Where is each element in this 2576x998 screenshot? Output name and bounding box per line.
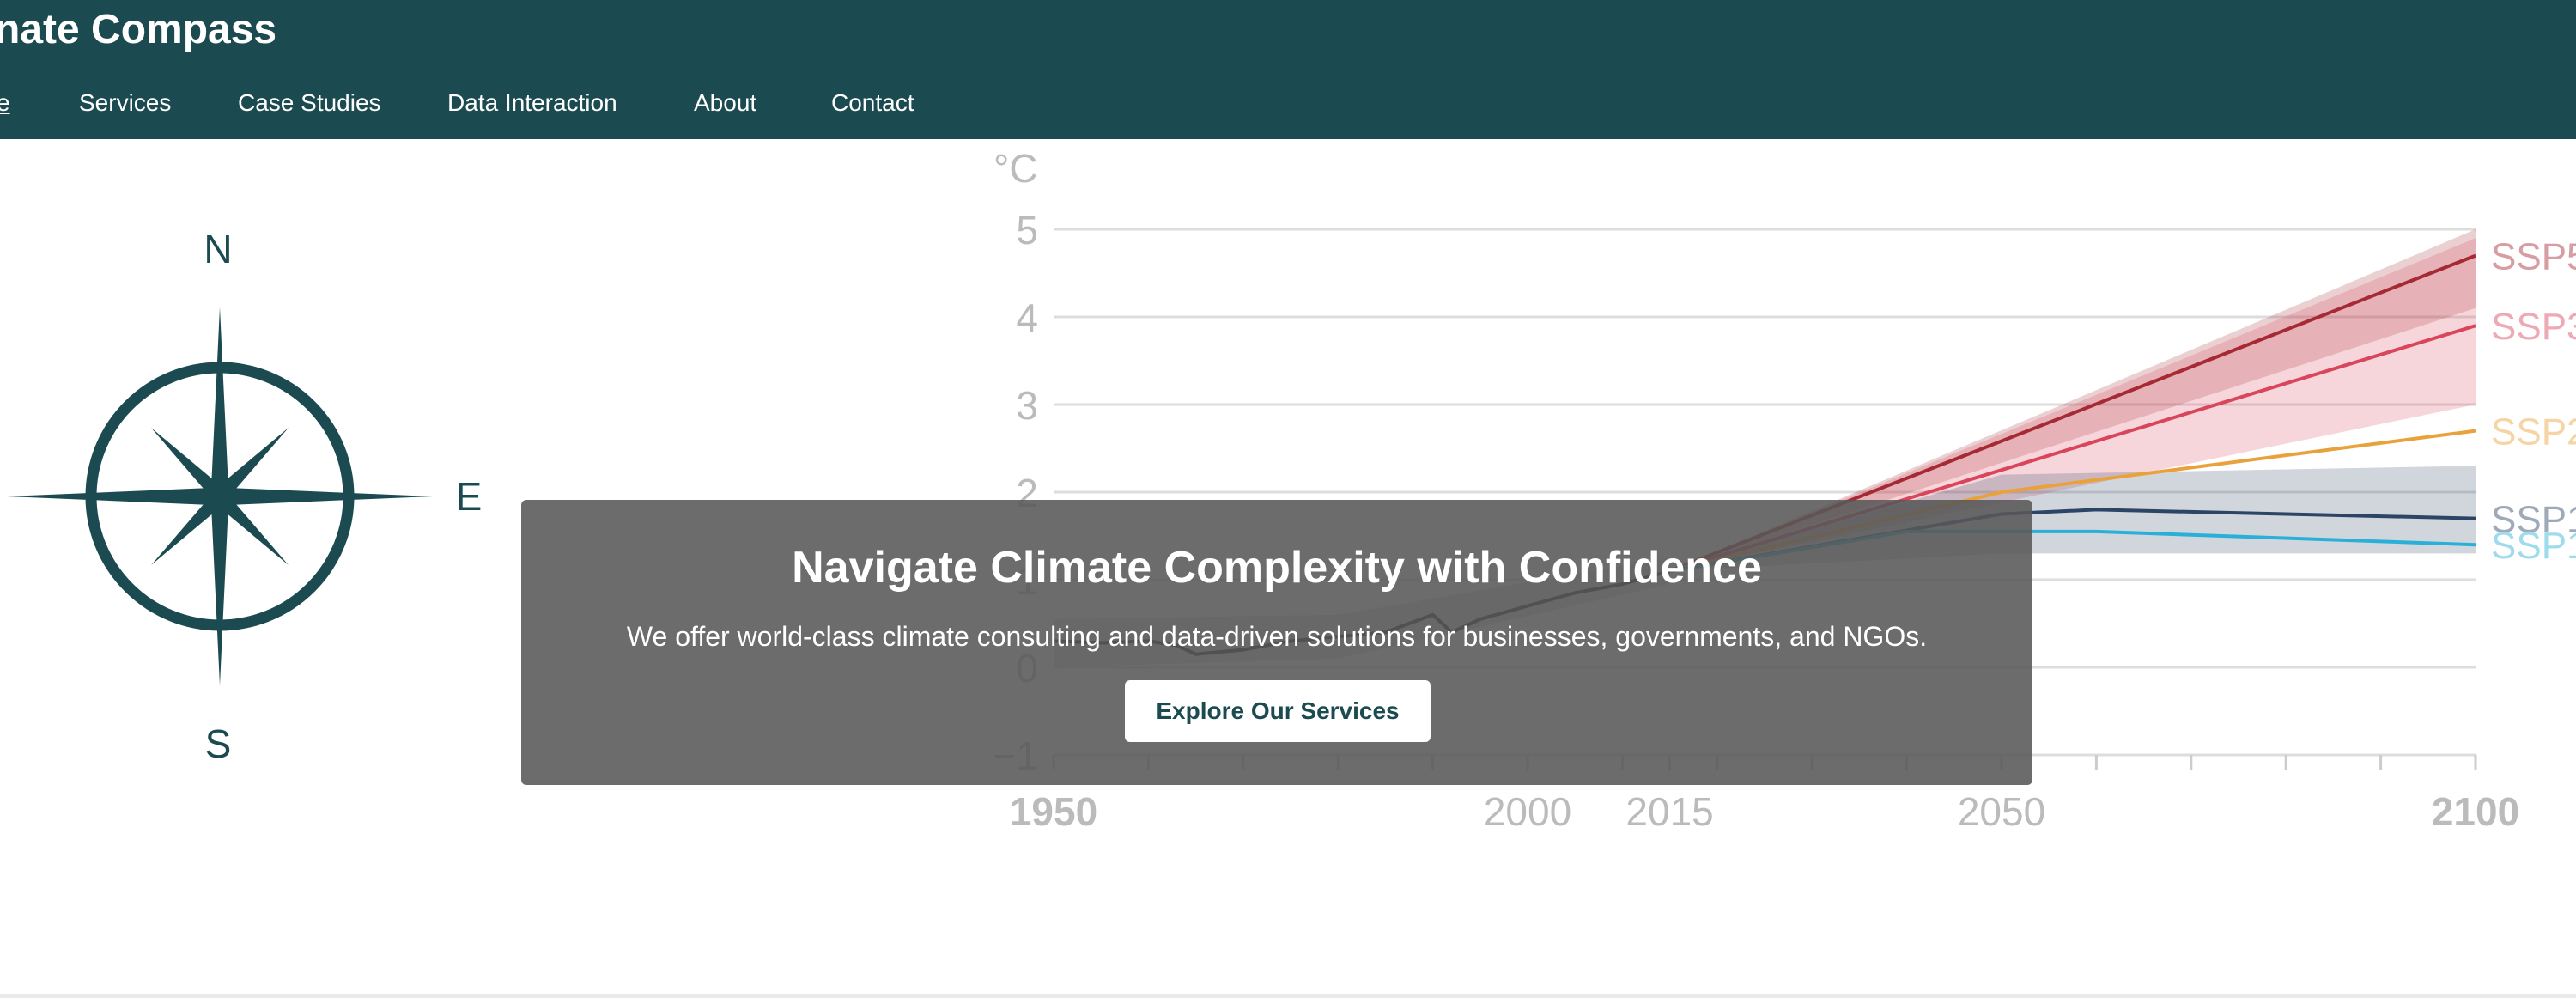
nav-home[interactable]: e xyxy=(0,89,10,116)
compass-south-label: S xyxy=(205,721,232,766)
compass-east-label: E xyxy=(456,474,483,519)
series-label: SSP1 xyxy=(2491,525,2576,567)
compass-north-label: N xyxy=(204,227,232,271)
y-tick-label: 3 xyxy=(1016,383,1038,428)
series-label: SSP5 xyxy=(2491,236,2576,278)
x-tick-label: 2000 xyxy=(1484,789,1571,834)
nav-about[interactable]: About xyxy=(694,89,757,116)
explore-services-button[interactable]: Explore Our Services xyxy=(1125,680,1431,742)
x-tick-label: 1950 xyxy=(1010,789,1097,834)
y-tick-label: 5 xyxy=(1016,208,1038,253)
x-tick-label: 2050 xyxy=(1958,789,2045,834)
y-axis-unit: °C xyxy=(993,146,1038,191)
series-label: SSP2 xyxy=(2491,411,2576,453)
page-divider xyxy=(0,994,2576,998)
nav-services[interactable]: Services xyxy=(79,89,172,116)
compass-icon: N E S xyxy=(7,227,483,766)
series-label: SSP3 xyxy=(2491,306,2576,348)
site-header: nate Compass e Services Case Studies Dat… xyxy=(0,0,2576,139)
y-tick-label: 4 xyxy=(1016,295,1038,340)
x-tick-label: 2100 xyxy=(2432,789,2519,834)
hero-title: Navigate Climate Complexity with Confide… xyxy=(792,543,1762,593)
nav-contact[interactable]: Contact xyxy=(831,89,914,116)
x-tick-label: 2015 xyxy=(1625,789,1713,834)
series-label: SSP1 xyxy=(2491,499,2576,541)
nav-case-studies[interactable]: Case Studies xyxy=(238,89,381,116)
nav-data-interaction[interactable]: Data Interaction xyxy=(447,89,617,116)
brand-title[interactable]: nate Compass xyxy=(0,7,277,52)
hero-section: N E S 543210−1°C19502000201520502100SSP5… xyxy=(0,139,2576,998)
hero-overlay: Navigate Climate Complexity with Confide… xyxy=(521,500,2032,785)
hero-subtitle: We offer world-class climate consulting … xyxy=(626,621,1928,652)
compass-rose xyxy=(7,307,433,685)
